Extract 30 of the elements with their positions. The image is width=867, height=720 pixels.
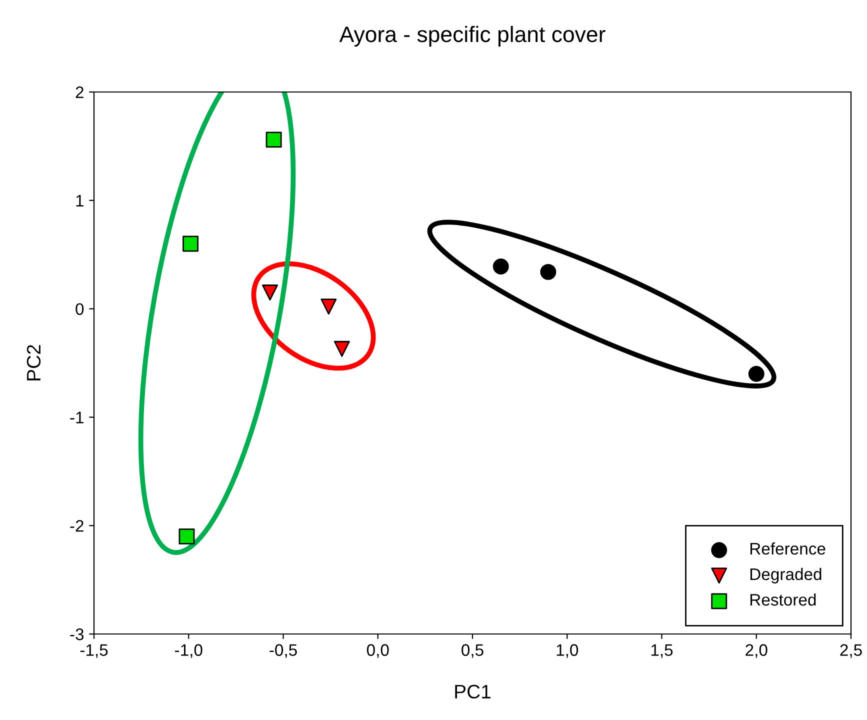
x-axis-title: PC1 <box>455 684 490 699</box>
legend-label: Restored <box>750 593 816 606</box>
point <box>540 264 556 280</box>
y-tick-label: 1 <box>76 194 84 206</box>
legend-label: Degraded <box>750 568 822 584</box>
point <box>334 340 350 357</box>
y-tick-label: 0 <box>76 303 84 316</box>
x-tick-label: -1,0 <box>175 644 202 658</box>
point <box>266 132 282 148</box>
chart-title: Ayora - specific plant cover <box>339 26 606 47</box>
x-tick-label: 0,0 <box>366 644 389 658</box>
y-tick-label: -1 <box>70 412 84 424</box>
x-tick-label: 0,5 <box>462 644 484 658</box>
legend-label: Reference <box>750 542 826 555</box>
x-tick-label: 2,0 <box>746 644 768 658</box>
x-tick-label: -1,5 <box>80 644 108 658</box>
y-tick-label: -3 <box>70 628 84 640</box>
x-tick-label: 1,0 <box>556 644 578 658</box>
point <box>178 528 195 544</box>
point <box>320 298 337 315</box>
x-tick-label: 1,5 <box>651 644 673 658</box>
y-tick-label: 2 <box>76 86 84 98</box>
x-tick-label: 2,5 <box>840 644 862 658</box>
point <box>492 258 509 274</box>
point <box>182 236 198 252</box>
y-axis-title: PC2 <box>26 345 41 380</box>
y-tick-label: -2 <box>70 520 84 532</box>
point <box>748 366 764 382</box>
x-tick-label: -0,5 <box>270 644 297 658</box>
point <box>262 284 278 301</box>
